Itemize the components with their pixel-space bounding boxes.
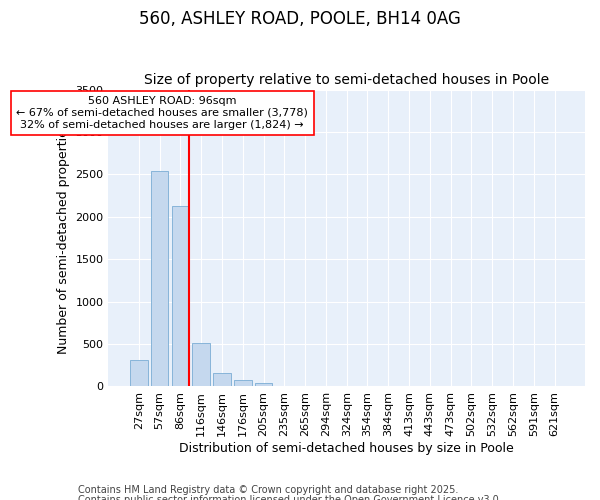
Text: Contains public sector information licensed under the Open Government Licence v3: Contains public sector information licen… bbox=[78, 495, 502, 500]
Bar bbox=[193, 343, 210, 386]
Text: Contains HM Land Registry data © Crown copyright and database right 2025.: Contains HM Land Registry data © Crown c… bbox=[78, 485, 458, 495]
Bar bbox=[172, 206, 189, 386]
Text: 560, ASHLEY ROAD, POOLE, BH14 0AG: 560, ASHLEY ROAD, POOLE, BH14 0AG bbox=[139, 10, 461, 28]
X-axis label: Distribution of semi-detached houses by size in Poole: Distribution of semi-detached houses by … bbox=[179, 442, 514, 455]
Bar bbox=[151, 171, 169, 386]
Y-axis label: Number of semi-detached properties: Number of semi-detached properties bbox=[57, 122, 70, 354]
Title: Size of property relative to semi-detached houses in Poole: Size of property relative to semi-detach… bbox=[144, 73, 549, 87]
Bar bbox=[130, 360, 148, 386]
Bar bbox=[234, 380, 251, 386]
Bar bbox=[255, 383, 272, 386]
Text: 560 ASHLEY ROAD: 96sqm
← 67% of semi-detached houses are smaller (3,778)
32% of : 560 ASHLEY ROAD: 96sqm ← 67% of semi-det… bbox=[16, 96, 308, 130]
Bar bbox=[213, 373, 231, 386]
